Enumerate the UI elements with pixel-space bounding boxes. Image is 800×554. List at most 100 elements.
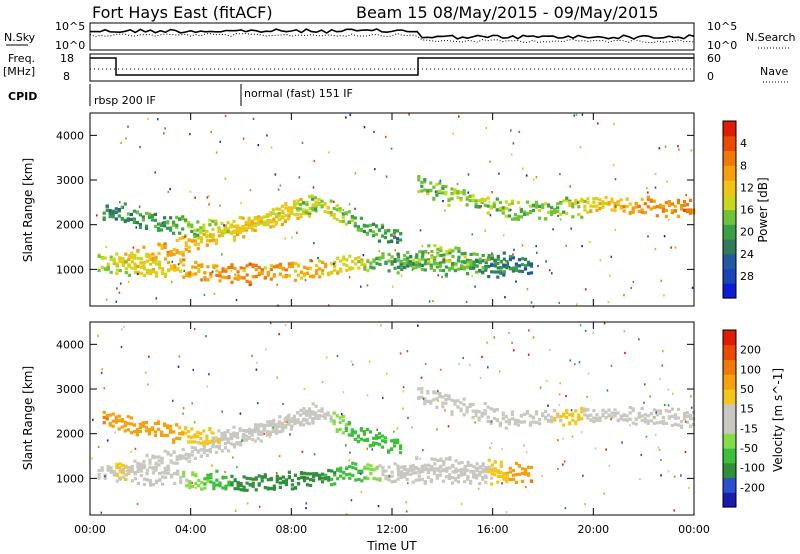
data-cell [277,430,281,434]
data-cell [126,421,130,426]
data-cell [450,192,454,196]
data-cell [475,264,479,268]
scatter-cell [508,265,511,269]
data-cell [517,464,521,468]
data-cell [308,415,312,419]
scatter-cell [504,296,506,299]
data-cell [353,216,357,220]
data-cell [287,475,291,479]
data-cell [508,255,512,259]
data-cell [544,217,548,221]
data-cell [157,463,161,467]
data-cell [580,199,584,203]
data-cell [393,462,397,466]
data-cell [354,462,358,466]
data-cell [667,415,671,419]
data-cell [251,263,255,267]
data-cell [220,438,224,442]
scatter-cell [480,205,483,208]
colorbar-segment [723,477,736,493]
data-cell [433,467,437,471]
data-cell [670,407,674,411]
data-cell [193,456,197,460]
data-cell [304,413,309,417]
data-cell [381,253,385,257]
data-cell [469,480,473,484]
data-cell [214,240,218,245]
data-cell [196,228,200,232]
data-cell [589,418,593,422]
scatter-cell [278,455,281,458]
data-cell [187,460,191,464]
data-cell [166,251,170,255]
data-cell [501,206,505,210]
data-cell [453,191,457,195]
data-cell [457,249,461,253]
data-cell [223,441,228,446]
data-cell [188,485,192,490]
scatter-cell [444,409,446,412]
data-cell [135,433,139,437]
data-cell [242,475,246,479]
data-cell [445,468,449,472]
data-cell [305,271,310,275]
scatter-cell [525,451,528,454]
data-cell [610,208,614,212]
data-cell [465,408,469,412]
data-cell [652,205,656,209]
data-cell [102,216,106,220]
data-cell [457,469,461,473]
data-cell [523,257,528,261]
data-cell [136,264,140,268]
data-cell [226,440,231,445]
scatter-cell [224,471,226,474]
data-cell [475,253,479,257]
data-cell [405,478,409,482]
freq-panel-frame [89,53,695,82]
scatter-cell [487,366,489,369]
data-cell [406,468,410,472]
data-cell [307,410,312,414]
data-cell [493,460,497,464]
data-cell [534,410,539,414]
data-cell [390,255,394,259]
data-cell [196,450,200,454]
data-cell [229,223,233,227]
freq-left-label-2: [MHz] [3,65,35,78]
data-cell [280,204,284,208]
data-cell [283,214,287,218]
data-cell [105,414,109,418]
data-cell [223,224,228,228]
colorbar-segment [723,492,736,508]
data-cell [679,425,684,429]
data-cell [259,439,263,443]
scatter-cell [575,113,578,116]
scatter-cell [252,117,255,120]
data-cell [247,216,251,220]
data-cell [330,262,334,266]
data-cell [190,225,194,229]
data-cell [211,235,215,239]
data-cell [460,265,464,269]
data-cell [250,220,254,225]
scatter-cell [674,246,677,249]
data-cell [187,220,191,225]
data-cell [229,442,234,446]
scatter-cell [278,333,280,336]
data-cell [471,198,475,202]
data-cell [199,441,203,445]
data-cell [247,221,251,225]
data-cell [471,194,475,198]
data-cell [507,422,511,426]
data-cell [296,418,300,422]
data-cell [105,204,109,208]
data-cell [435,405,439,409]
scatter-cell [569,185,571,188]
data-cell [433,255,437,260]
data-cell [357,469,361,473]
data-cell [272,224,276,228]
data-cell [144,224,149,228]
data-cell [203,275,207,280]
data-cell [284,425,288,429]
data-cell [510,410,514,414]
